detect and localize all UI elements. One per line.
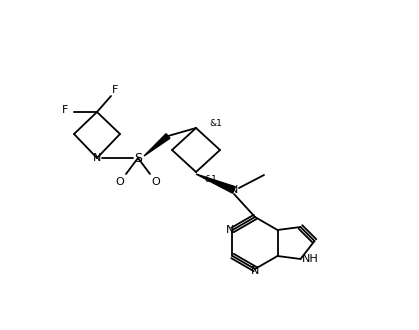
Text: N: N [251,266,259,276]
Text: S: S [134,151,142,164]
Text: O: O [152,177,160,187]
Text: F: F [112,85,118,95]
Text: N: N [93,153,101,163]
Polygon shape [196,174,235,193]
Text: &1: &1 [204,176,217,184]
Text: O: O [116,177,124,187]
Text: N: N [226,225,235,235]
Text: &1: &1 [210,118,222,127]
Text: N: N [230,185,238,195]
Text: F: F [62,105,68,115]
Text: NH: NH [302,254,319,264]
Polygon shape [144,134,170,156]
